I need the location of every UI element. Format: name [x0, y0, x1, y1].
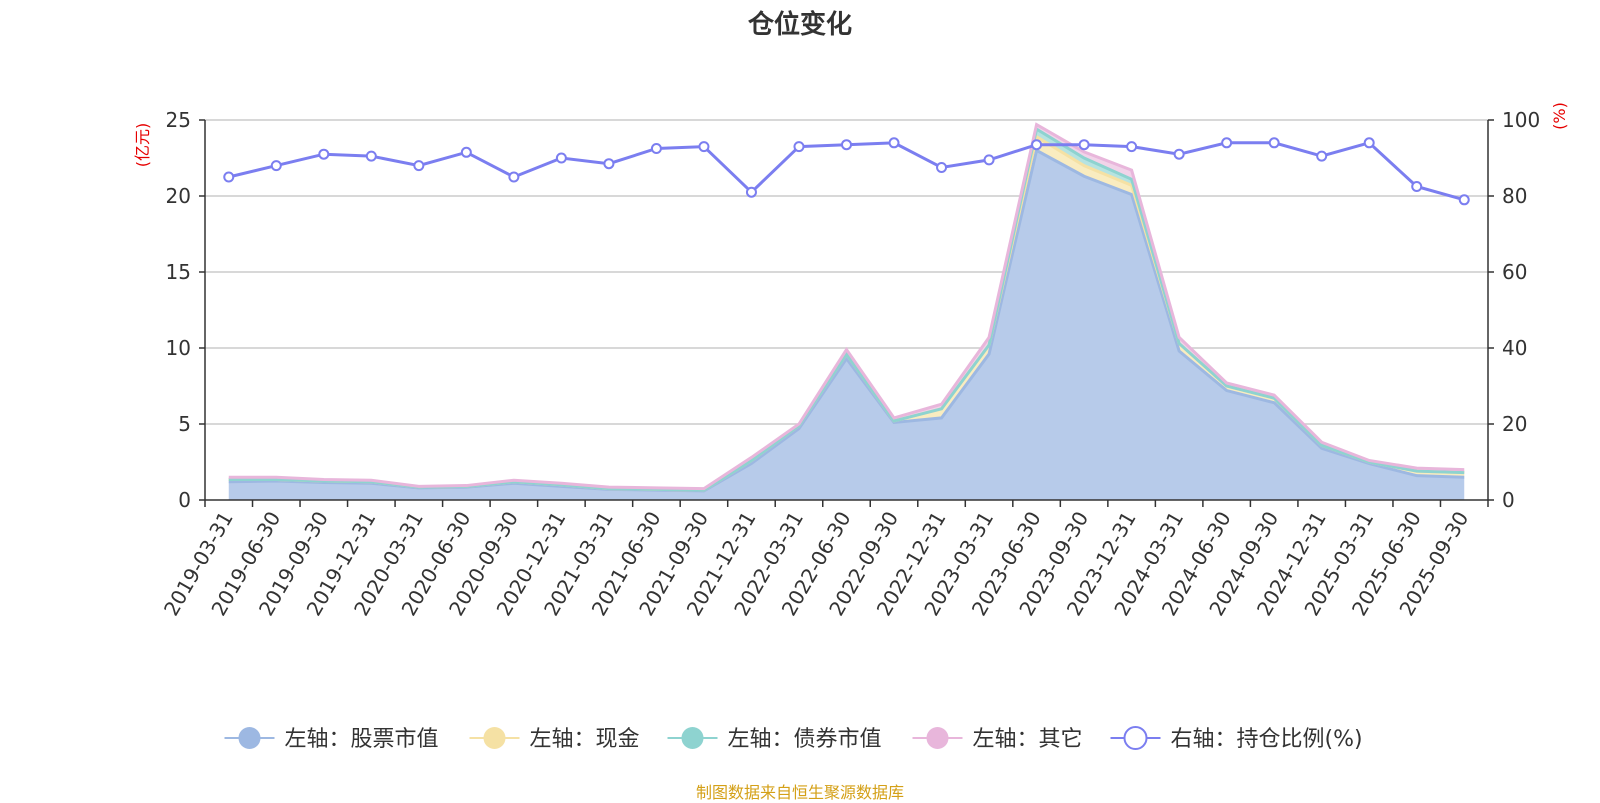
- chart-title: 仓位变化: [747, 10, 852, 40]
- ratio-point: [413, 160, 425, 172]
- ratio-point: [650, 143, 662, 154]
- legend-item: 左轴：现金: [469, 727, 640, 752]
- left-axis-unit: (亿元): [133, 123, 152, 168]
- ratio-point: [508, 171, 520, 183]
- left-tick-label: 5: [178, 412, 191, 436]
- right-axis-unit: (%): [1550, 102, 1569, 130]
- stacked-areas: [228, 122, 1465, 500]
- legend-item: 右轴：持仓比例(%): [1110, 726, 1363, 752]
- left-tick-label: 15: [166, 260, 191, 284]
- ratio-point: [698, 141, 710, 153]
- ratio-point: [983, 154, 995, 166]
- ratio-point: [1363, 137, 1375, 149]
- ratio-point: [1458, 194, 1470, 206]
- legend-symbol: [681, 727, 704, 749]
- ratio-point: [1031, 139, 1043, 151]
- legend-symbol: [1123, 726, 1148, 750]
- ratio-point: [460, 146, 472, 158]
- left-tick-label: 0: [178, 488, 191, 512]
- ratio-point: [936, 162, 948, 173]
- ratio-point: [1173, 148, 1185, 160]
- ratio-point: [555, 152, 567, 164]
- legend-item: 左轴：股票市值: [224, 727, 439, 752]
- left-tick-label: 20: [166, 184, 191, 208]
- right-tick-label: 80: [1502, 184, 1527, 208]
- legend: 左轴：股票市值 左轴：现金 左轴：债券市值 左轴：其它 右轴：持仓比例(%): [224, 726, 1363, 752]
- ratio-point: [1411, 181, 1423, 192]
- ratio-point: [888, 137, 900, 149]
- ratio-series-line: [228, 141, 1465, 202]
- legend-symbol: [483, 727, 506, 749]
- ratio-point: [365, 150, 377, 162]
- legend-label: 左轴：股票市值: [285, 727, 439, 752]
- left-tick-label: 10: [166, 336, 191, 360]
- ratio-point: [1221, 137, 1233, 149]
- ratio-point: [270, 160, 282, 172]
- area-左轴：股票市值: [228, 150, 1465, 500]
- right-tick-label: 0: [1502, 488, 1515, 512]
- legend-item: 左轴：债券市值: [667, 727, 882, 752]
- legend-label: 左轴：债券市值: [728, 727, 882, 752]
- ratio-point: [1268, 137, 1280, 149]
- ratio-point: [1078, 139, 1090, 151]
- ratio-point: [745, 186, 757, 198]
- ratio-point: [1316, 150, 1328, 162]
- ratio-line: [223, 137, 1470, 206]
- source-note: 制图数据来自恒生聚源数据库: [695, 783, 904, 802]
- ratio-point: [318, 148, 330, 160]
- left-tick-label: 25: [166, 108, 191, 132]
- ratio-point: [841, 139, 852, 151]
- legend-symbol: [238, 727, 261, 749]
- ratio-point: [793, 141, 805, 153]
- legend-label: 左轴：现金: [530, 727, 640, 752]
- right-tick-label: 100: [1502, 108, 1540, 132]
- ratio-point: [223, 171, 235, 183]
- legend-item: 左轴：其它: [912, 727, 1083, 752]
- ratio-point: [1126, 141, 1138, 153]
- right-tick-label: 60: [1502, 260, 1527, 284]
- legend-symbol: [926, 727, 949, 749]
- legend-label: 右轴：持仓比例(%): [1171, 727, 1363, 752]
- ratio-point: [603, 158, 615, 170]
- right-tick-label: 40: [1502, 336, 1527, 360]
- right-tick-label: 20: [1502, 412, 1527, 436]
- legend-label: 左轴：其它: [973, 727, 1083, 752]
- area-edge-左轴：其它: [228, 122, 1465, 491]
